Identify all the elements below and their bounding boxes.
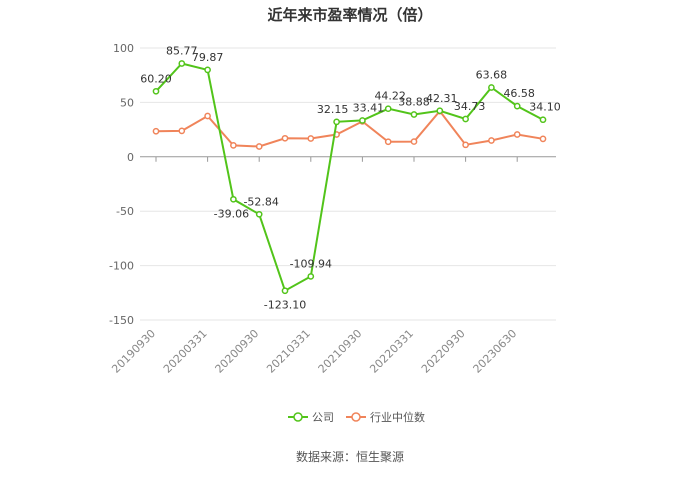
data-point (384, 105, 392, 113)
data-point (513, 131, 521, 138)
data-label: 63.68 (476, 69, 508, 82)
x-tick-label: 20210331 (264, 327, 313, 376)
data-point (178, 60, 186, 67)
data-point (333, 118, 340, 126)
legend-item-industry-median[interactable]: 行业中位数 (346, 410, 425, 424)
y-tick-label: 0 (127, 151, 134, 164)
data-label: 32.15 (317, 103, 349, 116)
data-point (204, 112, 211, 120)
data-point (513, 102, 521, 110)
data-label: 38.88 (398, 95, 430, 108)
data-label: 79.87 (192, 51, 224, 64)
data-label: 46.58 (503, 87, 535, 100)
data-point (384, 138, 392, 146)
data-point (359, 117, 366, 124)
data-point (410, 111, 418, 118)
chart-source: 数据来源：恒生聚源 (295, 450, 404, 464)
data-label: 34.73 (454, 100, 486, 113)
data-label: -39.06 (214, 207, 249, 220)
data-point (152, 127, 160, 135)
y-tick-label: -50 (116, 205, 134, 218)
data-point (152, 87, 160, 95)
legend-marker (293, 412, 303, 422)
data-point (230, 142, 237, 149)
x-tick-label: 20200331 (161, 327, 210, 376)
data-label: 42.31 (426, 92, 458, 105)
data-point (255, 210, 263, 218)
x-tick-label: 20200930 (213, 327, 262, 376)
x-tick-label: 20220331 (367, 327, 416, 376)
y-tick-label: 100 (113, 42, 134, 55)
chart-title: 近年来市盈率情况（倍） (267, 6, 433, 24)
legend-label: 行业中位数 (370, 410, 425, 424)
legend-item-company[interactable]: 公司 (288, 411, 334, 424)
data-point (436, 107, 444, 115)
data-label: -123.10 (264, 299, 306, 312)
series-line-company (155, 62, 544, 293)
data-point (462, 141, 469, 149)
data-point (204, 66, 211, 74)
data-point (230, 195, 237, 203)
data-point (307, 135, 315, 142)
y-tick-label: -150 (109, 314, 134, 327)
x-tick-label: 20220930 (419, 327, 468, 376)
data-point (410, 138, 418, 145)
data-label: 34.10 (529, 101, 561, 114)
data-point (281, 287, 289, 295)
data-point (281, 134, 289, 142)
data-point (488, 137, 495, 144)
y-tick-label: 50 (120, 96, 134, 109)
x-tick-label: 20230630 (471, 327, 520, 376)
legend-label: 公司 (312, 411, 334, 424)
x-tick-label: 20190930 (109, 327, 158, 376)
series-line-industry-median (155, 109, 544, 148)
data-label: -52.84 (243, 195, 278, 208)
data-label: -109.94 (290, 257, 332, 270)
data-point (539, 135, 547, 143)
data-point (178, 127, 186, 135)
data-point (488, 84, 495, 91)
legend-marker (351, 412, 361, 422)
data-point (539, 116, 547, 124)
data-point (255, 143, 263, 150)
data-point (307, 273, 315, 280)
data-label: 44.22 (374, 90, 406, 103)
data-label: 60.20 (140, 72, 172, 85)
data-point (462, 115, 469, 123)
y-tick-label: -100 (109, 260, 134, 273)
data-label: 33.41 (353, 101, 385, 114)
x-tick-label: 20210930 (316, 327, 365, 376)
data-label: 85.77 (166, 44, 198, 57)
